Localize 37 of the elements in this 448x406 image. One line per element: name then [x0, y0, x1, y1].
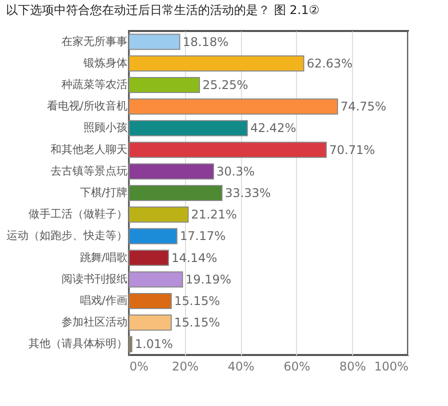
data-label: 19.19%: [186, 272, 232, 286]
y-tick-label: 其他（请具体标明）: [28, 337, 128, 350]
y-tick-label: 在家无所事事: [62, 34, 128, 48]
data-label: 30.3%: [216, 164, 255, 178]
y-tick-label: 和其他老人聊天: [50, 142, 128, 156]
x-tick-label: 100%: [374, 360, 408, 374]
data-label: 74.75%: [340, 100, 386, 114]
data-label: 42.42%: [250, 121, 296, 136]
data-label: 17.17%: [180, 229, 226, 244]
x-tick-label: 60%: [284, 360, 310, 374]
y-tick-label: 去古镇等景点玩: [50, 164, 128, 178]
y-tick-label: 参加社区活动: [62, 316, 128, 329]
y-tick-label: 做手工活（做鞋子）: [28, 208, 128, 221]
x-tick-label: 0%: [130, 360, 149, 374]
data-label: 14.14%: [171, 250, 218, 265]
data-label: 25.25%: [202, 78, 248, 92]
data-label: 62.63%: [306, 56, 353, 70]
y-tick-label: 阅读书刊报纸: [62, 272, 128, 286]
y-tick-label: 照顾小孩: [84, 121, 128, 134]
x-tick-label: 40%: [228, 360, 254, 374]
y-tick-label: 下棋/打牌: [80, 186, 128, 199]
data-label: 15.15%: [174, 316, 220, 330]
data-label: 18.18%: [182, 34, 228, 49]
y-tick-label: 锻炼身体: [82, 56, 128, 70]
chart-title: 以下选项中符合您在动迁后日常生活的活动的是？ 图 2.1②: [6, 3, 320, 17]
data-label: 15.15%: [174, 294, 220, 308]
data-label: 1.01%: [134, 337, 173, 352]
data-label: 33.33%: [224, 186, 271, 200]
data-label: 21.21%: [191, 208, 237, 222]
y-tick-label: 唱戏/作画: [80, 294, 128, 307]
y-tick-label: 跳舞/唱歌: [80, 250, 128, 264]
x-tick-label: 20%: [172, 360, 199, 374]
y-tick-label: 种蔬菜等农活: [62, 78, 128, 91]
y-tick-label: 看电视/所收音机: [46, 100, 128, 113]
y-tick-label: 运动（如跑步、快走等）: [6, 229, 128, 242]
data-label: 70.71%: [329, 142, 376, 157]
x-tick-label: 80%: [339, 360, 366, 374]
